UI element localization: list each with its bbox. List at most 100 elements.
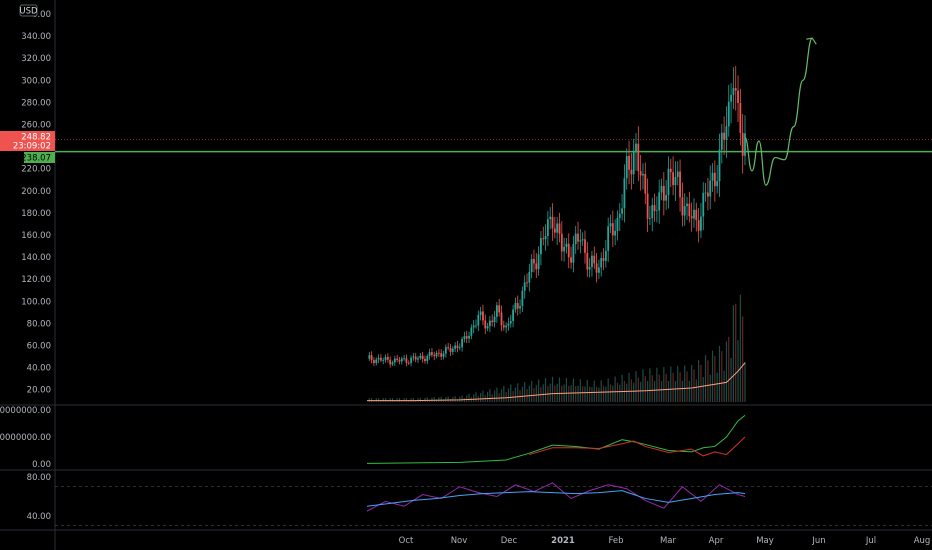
candle-body	[417, 358, 419, 360]
candle-body	[630, 169, 633, 175]
price-tick-label: 160.00	[21, 231, 51, 241]
candle-body	[725, 126, 728, 140]
candle-body	[695, 209, 698, 221]
indicator-pane-2	[366, 415, 746, 464]
volume-bar	[677, 366, 679, 402]
volume-bar	[538, 379, 540, 402]
volume-bar	[744, 361, 746, 402]
candle-body	[549, 216, 552, 220]
currency-badge[interactable]	[19, 4, 38, 17]
candle-body	[437, 352, 440, 354]
volume-bar	[684, 365, 686, 402]
volume-bar	[419, 397, 421, 402]
candle-body	[382, 359, 385, 361]
candle-body	[709, 180, 712, 197]
volume-bar	[572, 378, 574, 402]
volume-bar	[503, 385, 505, 402]
candle-body	[419, 355, 422, 359]
candle-body	[584, 239, 586, 253]
volume-bar	[398, 398, 401, 402]
volume-bar	[718, 345, 721, 402]
volume-bar	[535, 385, 537, 402]
volume-bar	[630, 379, 632, 402]
volume-bar	[412, 398, 414, 402]
candle-body	[400, 358, 403, 362]
candle-body	[604, 250, 607, 261]
volume-bar	[742, 316, 744, 402]
current-price-label: 248.82	[21, 133, 51, 143]
time-tick-label: Jun	[811, 536, 825, 546]
pane2-tick-label: 400000000.00	[0, 406, 51, 416]
volume-bar	[714, 355, 716, 402]
price-tick-label: 140.00	[21, 253, 51, 263]
candle-body	[498, 305, 501, 313]
candle-body	[556, 223, 559, 233]
price-tick-label: 200.00	[21, 187, 51, 197]
candle-body	[598, 267, 600, 273]
volume-bar	[679, 372, 681, 402]
volume-bar	[614, 376, 616, 402]
volume-bar	[575, 386, 577, 402]
time-tick-label: May	[756, 536, 774, 546]
time-tick-label: Oct	[399, 536, 414, 546]
candle-body	[567, 243, 570, 258]
candle-body	[442, 353, 445, 357]
volume-bar	[704, 355, 707, 402]
candle-body	[447, 347, 450, 349]
candle-body	[414, 356, 417, 360]
price-tick-label: 280.00	[21, 98, 51, 108]
volume-bar	[440, 396, 442, 402]
volume-bar	[735, 303, 737, 402]
volume-bar	[468, 393, 470, 402]
volume-bar	[431, 397, 433, 402]
candle-body	[720, 132, 723, 150]
candle-body	[377, 357, 380, 360]
volume-bar	[549, 383, 551, 402]
volume-bar	[570, 385, 572, 402]
time-tick-label: Mar	[660, 536, 677, 546]
candle-body	[614, 230, 617, 236]
volume-bar	[486, 391, 489, 402]
volume-bar	[405, 398, 408, 402]
candle-body	[489, 320, 491, 327]
candle-body	[646, 193, 649, 219]
volume-bar	[739, 294, 741, 402]
volume-bar	[384, 398, 387, 402]
candle-body	[644, 173, 647, 194]
volume-bar	[728, 336, 730, 402]
candle-body	[512, 309, 514, 321]
candle-body	[570, 257, 572, 263]
candle-body	[528, 272, 531, 283]
candle-body	[676, 171, 679, 177]
candle-body	[679, 171, 681, 198]
volume-bar	[445, 397, 447, 402]
volume-bar	[709, 374, 711, 402]
price-tick-label: 300.00	[21, 76, 51, 86]
volume-bar	[670, 366, 672, 402]
candle-body	[572, 243, 575, 263]
volume-bar	[595, 386, 598, 402]
candle-body	[514, 302, 517, 310]
candle-body	[607, 226, 610, 251]
volume-bar	[593, 380, 595, 402]
volume-bar	[649, 368, 651, 402]
volume-bar	[660, 381, 663, 402]
candle-body	[639, 171, 642, 176]
candle-body	[507, 323, 510, 326]
volume-bar	[512, 391, 514, 402]
candle-body	[618, 213, 621, 218]
projection-layer[interactable]	[744, 37, 817, 186]
candle-body	[718, 149, 721, 182]
candle-body	[454, 345, 457, 349]
candle-body	[546, 219, 549, 237]
horizontal-line-layer[interactable]	[55, 139, 932, 153]
candle-body	[704, 192, 707, 194]
candle-body	[502, 325, 505, 328]
volume-bar	[637, 377, 639, 402]
candle-body	[662, 185, 665, 201]
candle-body	[523, 282, 526, 291]
time-tick-label: 2021	[551, 536, 575, 546]
time-tick-label: Aug	[914, 536, 931, 546]
